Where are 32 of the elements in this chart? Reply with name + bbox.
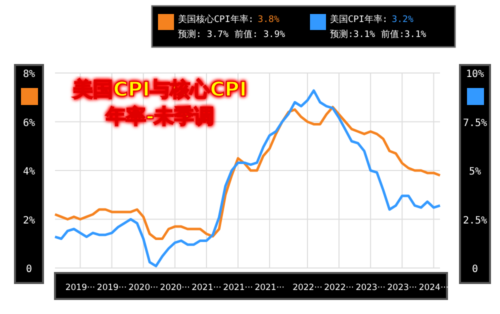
y-tick-label: 8% bbox=[22, 69, 36, 80]
text: 前值:3.1% bbox=[381, 30, 426, 40]
legend-label: 美国核心CPI年率: bbox=[178, 14, 254, 25]
text: 预测: 3.7% bbox=[178, 30, 229, 40]
x-tick-label: 2021··· bbox=[192, 283, 222, 293]
x-tick-label: 2019··· bbox=[65, 283, 96, 293]
text: 美国CPI与核心CPI 年率-未季调 bbox=[72, 76, 248, 130]
y2-tick-label: 0 bbox=[472, 264, 478, 275]
line-series bbox=[54, 106, 442, 240]
x-tick-label: 2020··· bbox=[128, 283, 158, 293]
y2-tick-label: 10% bbox=[466, 69, 484, 80]
y-tick-label: 2% bbox=[22, 215, 36, 226]
legend-label: 美国CPI年率: bbox=[330, 14, 388, 25]
y2-tick-label: 2.5% bbox=[462, 215, 488, 226]
x-tick-label: 2021··· bbox=[254, 283, 284, 293]
text: 3.2% bbox=[392, 15, 414, 25]
x-tick-label: 2021··· bbox=[223, 283, 253, 293]
text: 前值: 3.9% bbox=[234, 30, 286, 40]
text: 预测:3.1% bbox=[330, 30, 376, 40]
x-tick-label: 2022··· bbox=[292, 283, 322, 293]
x-tick-label: 2023··· bbox=[356, 283, 386, 293]
x-tick-label: 2020··· bbox=[160, 283, 190, 293]
y2-tick-label: 5% bbox=[468, 166, 482, 178]
x-tick-label: 2024··· bbox=[418, 283, 449, 293]
y-tick-label: 6% bbox=[22, 118, 36, 129]
text: 3.8% bbox=[258, 15, 280, 25]
x-tick-label: 2022··· bbox=[324, 283, 354, 293]
x-tick-label: 2023··· bbox=[387, 283, 418, 293]
x-tick-label: 2019··· bbox=[96, 283, 127, 293]
y-tick-label: 4% bbox=[22, 166, 36, 178]
y2-tick-label: 7.5% bbox=[462, 118, 488, 129]
y-tick-label: 0 bbox=[26, 264, 32, 275]
